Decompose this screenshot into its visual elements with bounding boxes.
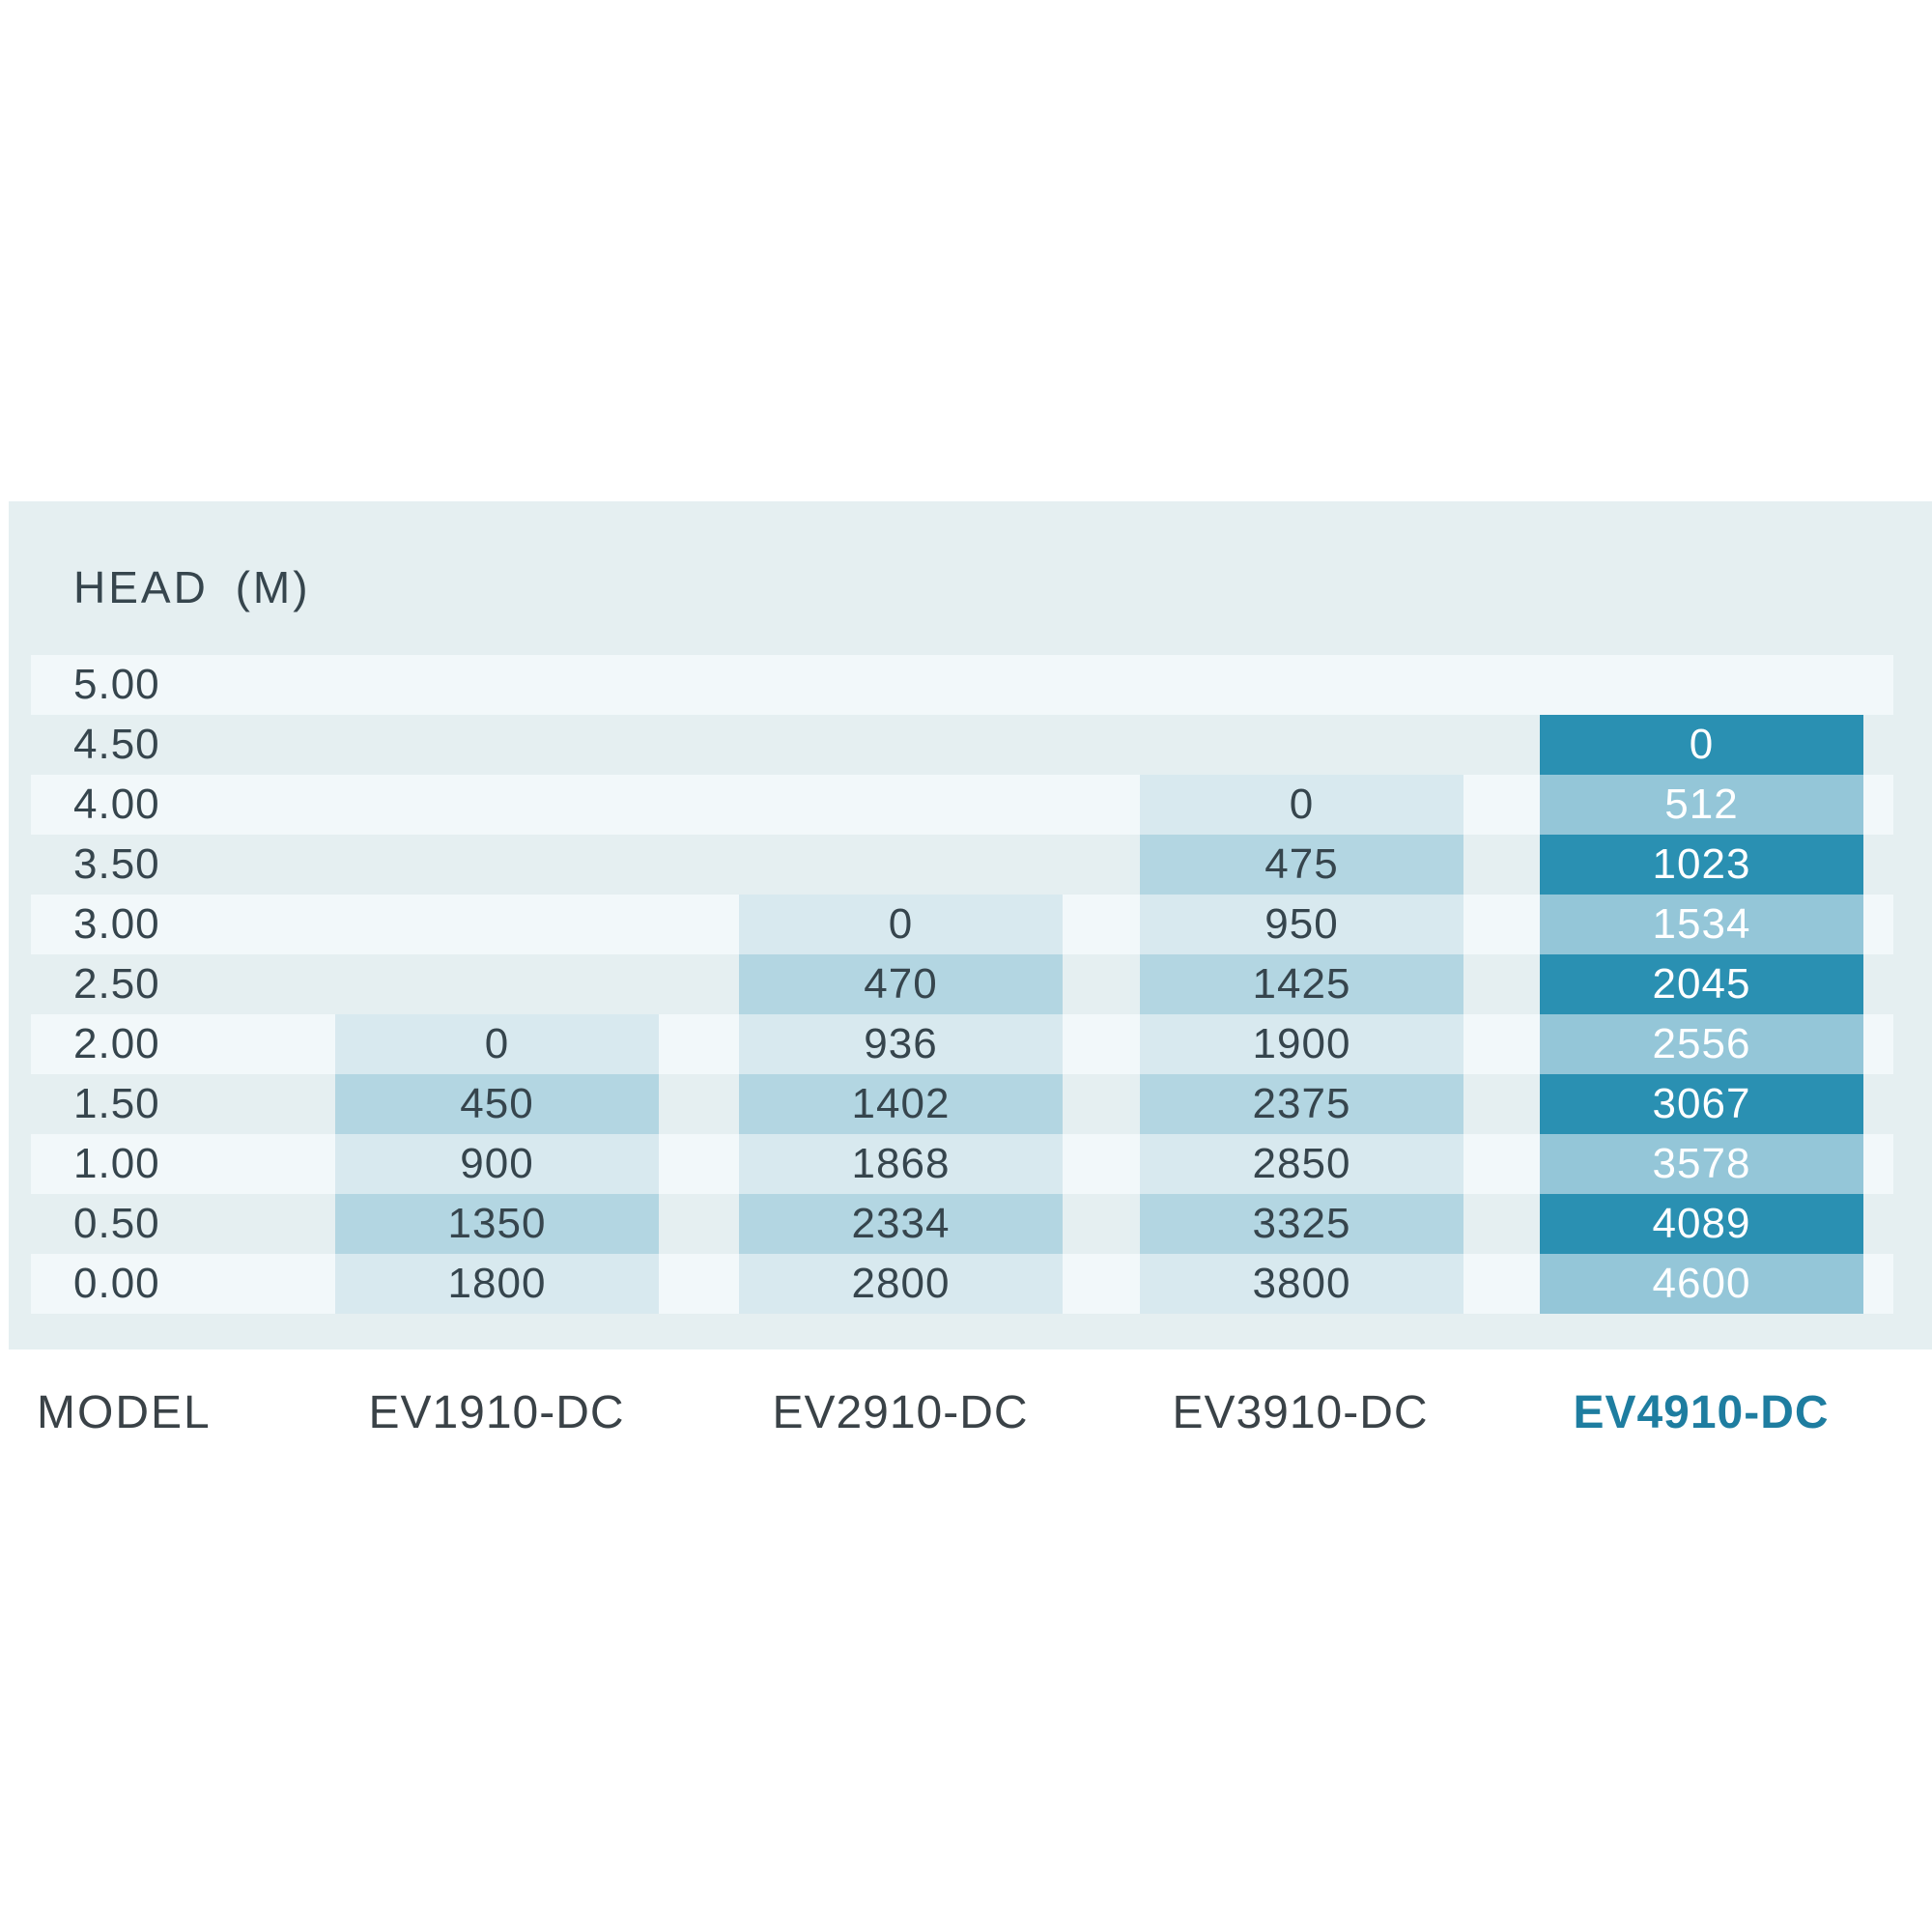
flow-cell-ev3910-dc: 475 (1140, 835, 1463, 895)
table-row: 5.00 (31, 655, 1893, 715)
flow-cell-ev4910-dc: 4600 (1540, 1254, 1863, 1314)
table-row: 0.00 1800 2800 3800 4600 (31, 1254, 1893, 1314)
head-value: 2.00 (73, 1020, 160, 1067)
head-value: 0.50 (73, 1200, 160, 1247)
flow-cell-ev3910-dc: 0 (1140, 775, 1463, 835)
flow-cell-ev4910-dc: 2045 (1540, 954, 1863, 1014)
table-row: 4.00 0 512 (31, 775, 1893, 835)
flow-cell-ev4910-dc: 3578 (1540, 1134, 1863, 1194)
flow-cell-ev3910-dc: 2375 (1140, 1074, 1463, 1134)
table-rows: 5.00 4.50 0 4.00 0 512 3.50 475 1023 3.00 0 950 1534… (31, 655, 1893, 1314)
head-value: 1.50 (73, 1080, 160, 1127)
flow-cell-ev3910-dc: 3800 (1140, 1254, 1463, 1314)
flow-cell-ev2910-dc: 0 (739, 895, 1063, 954)
flow-cell-ev2910-dc: 936 (739, 1014, 1063, 1074)
flow-cell-ev1910-dc: 1350 (335, 1194, 659, 1254)
flow-cell-ev3910-dc: 3325 (1140, 1194, 1463, 1254)
flow-cell-ev4910-dc: 0 (1540, 715, 1863, 775)
model-row-label: MODEL (37, 1387, 212, 1438)
flow-cell-ev3910-dc: 2850 (1140, 1134, 1463, 1194)
head-value: 3.00 (73, 900, 160, 948)
flow-cell-ev1910-dc: 1800 (335, 1254, 659, 1314)
table-row: 1.50 450 1402 2375 3067 (31, 1074, 1893, 1134)
flow-cell-ev3910-dc: 1900 (1140, 1014, 1463, 1074)
table-title: HEAD (M) (73, 562, 311, 612)
table-row: 2.00 0 936 1900 2556 (31, 1014, 1893, 1074)
flow-cell-ev4910-dc: 3067 (1540, 1074, 1863, 1134)
head-value: 0.00 (73, 1260, 160, 1307)
head-value: 5.00 (73, 661, 160, 708)
flow-cell-ev3910-dc: 950 (1140, 895, 1463, 954)
model-name-ev3910-dc: EV3910-DC (1172, 1387, 1429, 1438)
table-row: 4.50 0 (31, 715, 1893, 775)
flow-cell-ev4910-dc: 4089 (1540, 1194, 1863, 1254)
model-name-ev1910-dc: EV1910-DC (368, 1387, 625, 1438)
table-row: 3.00 0 950 1534 (31, 895, 1893, 954)
flow-cell-ev4910-dc: 512 (1540, 775, 1863, 835)
model-row: MODEL EV1910-DC EV2910-DC EV3910-DC EV4910-… (0, 1385, 1932, 1441)
model-name-ev2910-dc: EV2910-DC (772, 1387, 1029, 1438)
flow-cell-ev3910-dc: 1425 (1140, 954, 1463, 1014)
table-row: 3.50 475 1023 (31, 835, 1893, 895)
head-value: 2.50 (73, 960, 160, 1008)
flow-cell-ev2910-dc: 2800 (739, 1254, 1063, 1314)
flow-cell-ev2910-dc: 1402 (739, 1074, 1063, 1134)
model-name-ev4910-dc: EV4910-DC (1573, 1387, 1830, 1438)
head-value: 3.50 (73, 840, 160, 888)
head-value: 4.00 (73, 781, 160, 828)
flow-cell-ev1910-dc: 0 (335, 1014, 659, 1074)
flow-cell-ev1910-dc: 450 (335, 1074, 659, 1134)
flow-cell-ev1910-dc: 900 (335, 1134, 659, 1194)
head-value: 1.00 (73, 1140, 160, 1187)
head-table-panel: HEAD (M) 5.00 4.50 0 4.00 0 512 3.50 475 1023 3.0… (9, 501, 1932, 1350)
flow-cell-ev4910-dc: 2556 (1540, 1014, 1863, 1074)
flow-cell-ev2910-dc: 1868 (739, 1134, 1063, 1194)
table-row: 0.50 1350 2334 3325 4089 (31, 1194, 1893, 1254)
table-row: 1.00 900 1868 2850 3578 (31, 1134, 1893, 1194)
flow-cell-ev2910-dc: 470 (739, 954, 1063, 1014)
table-row: 2.50 470 1425 2045 (31, 954, 1893, 1014)
flow-cell-ev2910-dc: 2334 (739, 1194, 1063, 1254)
flow-cell-ev4910-dc: 1023 (1540, 835, 1863, 895)
flow-cell-ev4910-dc: 1534 (1540, 895, 1863, 954)
head-value: 4.50 (73, 721, 160, 768)
